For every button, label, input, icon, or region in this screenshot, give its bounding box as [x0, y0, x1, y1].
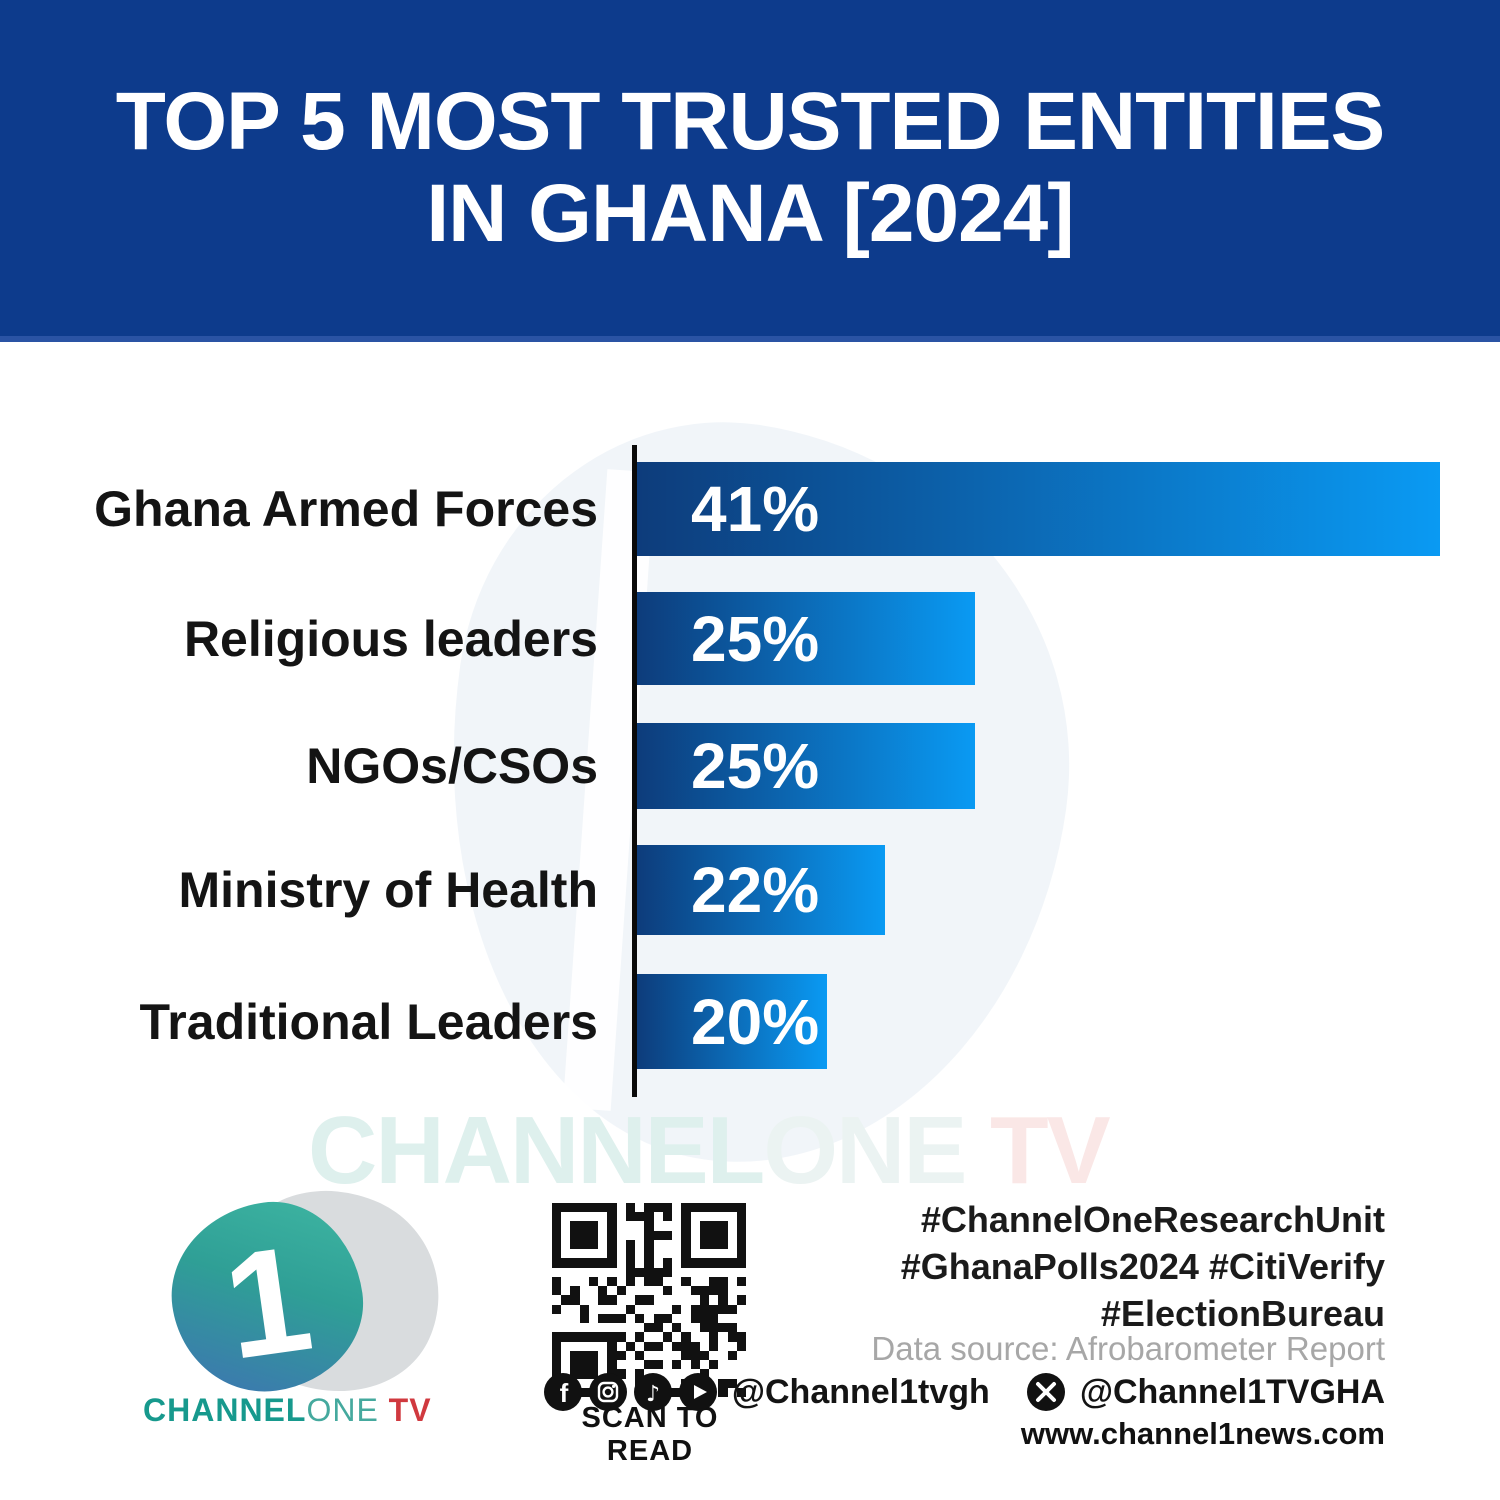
- youtube-icon: [678, 1373, 717, 1411]
- hashtag-line-1: #ChannelOneResearchUnit: [920, 1199, 1385, 1240]
- svg-text:f: f: [560, 1378, 569, 1408]
- wordmark-tv: TV: [378, 1392, 432, 1428]
- social-handle-main: @Channel1tvgh: [731, 1372, 990, 1411]
- qr-code: [552, 1203, 746, 1397]
- watermark-one: ONE: [763, 1097, 967, 1204]
- bar-label: Ministry of Health: [178, 862, 598, 918]
- instagram-icon: [588, 1373, 627, 1411]
- bar: 22%: [637, 845, 885, 935]
- chart-row: Ghana Armed Forces 41%: [0, 462, 1500, 556]
- website-url: www.channel1news.com: [1020, 1416, 1385, 1451]
- bar-label: Traditional Leaders: [139, 993, 598, 1050]
- watermark-tv: TV: [965, 1097, 1111, 1204]
- facebook-icon: f: [543, 1373, 582, 1411]
- page-title-line1: TOP 5 MOST TRUSTED ENTITIES: [115, 76, 1385, 167]
- channel-one-wordmark: CHANNELONE TV: [143, 1392, 432, 1429]
- chart-row: Ministry of Health 22%: [0, 845, 1500, 935]
- wordmark-one: ONE: [306, 1392, 379, 1428]
- hashtag-line-3: #ElectionBureau: [1100, 1293, 1385, 1334]
- bar-value: 22%: [691, 854, 820, 926]
- hashtags-block: #ChannelOneResearchUnit #GhanaPolls2024 …: [901, 1196, 1385, 1337]
- header-banner: TOP 5 MOST TRUSTED ENTITIES IN GHANA [20…: [0, 0, 1500, 342]
- logo-numeral: 1: [214, 1212, 321, 1391]
- chart-axis-line: [632, 445, 637, 1097]
- svg-text:♪: ♪: [646, 1382, 660, 1407]
- page-title-line2: IN GHANA [2024]: [426, 168, 1074, 259]
- bar-value: 20%: [691, 985, 820, 1058]
- watermark-channel: CHANNEL: [308, 1097, 765, 1204]
- tiktok-icon: ♪: [633, 1373, 672, 1411]
- data-source-note: Data source: Afrobarometer Report: [871, 1330, 1385, 1367]
- x-icon: [1026, 1373, 1065, 1411]
- bar: 25%: [637, 592, 975, 685]
- bar: 20%: [637, 974, 827, 1069]
- hashtag-line-2: #GhanaPolls2024 #CitiVerify: [900, 1246, 1385, 1287]
- bar-value: 25%: [691, 602, 820, 675]
- social-handle-x: @Channel1TVGHA: [1079, 1372, 1385, 1411]
- social-row: f ♪ @Channel1tvgh @Channel1TVGHA: [538, 1372, 1385, 1412]
- chart-row: NGOs/CSOs 25%: [0, 723, 1500, 809]
- bar: 41%: [637, 462, 1440, 556]
- bar-value: 41%: [691, 473, 820, 545]
- bar-label: NGOs/CSOs: [306, 738, 598, 794]
- bar: 25%: [637, 723, 975, 809]
- bar-label: Ghana Armed Forces: [94, 481, 598, 537]
- wordmark-channel: CHANNEL: [143, 1392, 307, 1428]
- bar-label: Religious leaders: [183, 610, 598, 667]
- chart-row: Religious leaders 25%: [0, 592, 1500, 685]
- bar-value: 25%: [691, 730, 820, 802]
- chart-row: Traditional Leaders 20%: [0, 974, 1500, 1069]
- channelone-tv-watermark: CHANNELONE TV: [308, 1096, 1111, 1206]
